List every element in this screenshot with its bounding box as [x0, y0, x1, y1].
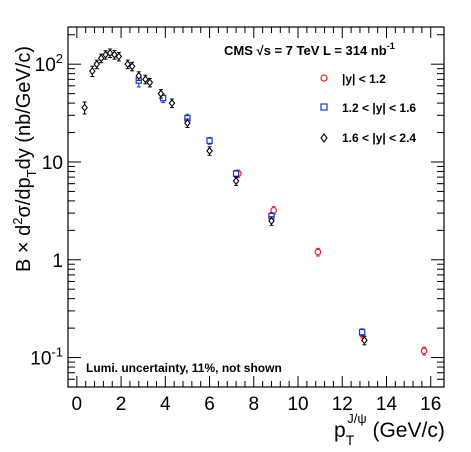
- x-tick-label: 10: [287, 394, 308, 415]
- axis-ticks: [68, 27, 444, 388]
- x-tick-label: 2: [116, 394, 127, 415]
- data-point-diamond: [81, 103, 88, 112]
- data-point-circle: [314, 248, 322, 256]
- x-tick-label: 4: [160, 394, 171, 415]
- data-point-circle: [420, 347, 428, 355]
- legend-entry-y-1p6-2p4: 1.6 < |y| < 2.4: [320, 131, 416, 145]
- legend-entry-y-1p2-1p6: 1.2 < |y| < 1.6: [320, 101, 416, 115]
- legend-marker-circle: [320, 74, 328, 82]
- data-point-diamond: [93, 60, 101, 69]
- data-point-square: [232, 170, 240, 177]
- x-tick-label: 6: [204, 394, 215, 415]
- legend-label: |y| < 1.2: [342, 72, 386, 86]
- x-tick-label: 16: [420, 394, 441, 415]
- series-3: [81, 48, 368, 346]
- data-point-diamond: [268, 216, 275, 225]
- y-tick-label: 10: [42, 153, 63, 174]
- data-point-diamond: [128, 62, 136, 71]
- y-tick-label: 1: [52, 251, 63, 272]
- legend-marker-diamond: [320, 133, 328, 143]
- legend-label: 1.6 < |y| < 2.4: [342, 131, 416, 145]
- x-axis-title: pTJ/ψ (GeV/c): [334, 411, 445, 448]
- data-point-diamond: [146, 78, 154, 87]
- y-tick-label: 102: [35, 51, 63, 76]
- legend-marker-square: [320, 103, 328, 111]
- data-point-diamond: [124, 60, 132, 69]
- x-tick-label: 8: [248, 394, 259, 415]
- chart-title: CMS √s = 7 TeV L = 314 nb-1: [224, 41, 395, 58]
- x-tick-label: 14: [376, 394, 398, 415]
- data-point-diamond: [184, 118, 191, 128]
- plot-area-border: [67, 26, 445, 388]
- data-point-square: [206, 137, 213, 144]
- axis-tick-labels: 0 2 4 6 8 10 12 14 16 10-1 1 10 102: [30, 51, 441, 415]
- y-tick-label: 10-1: [30, 345, 63, 370]
- legend: |y| < 1.2 1.2 < |y| < 1.6 1.6 < |y| < 2.…: [320, 72, 416, 145]
- legend-entry-y-lt-1p2: |y| < 1.2: [320, 72, 386, 86]
- data-point-diamond: [361, 336, 368, 345]
- lumi-annotation: Lumi. uncertainty, 11%, not shown: [86, 361, 282, 375]
- plot-frame: [67, 26, 445, 388]
- x-tick-label: 0: [72, 394, 83, 415]
- data-point-diamond: [157, 89, 165, 98]
- data-point-square: [358, 328, 366, 336]
- data-point-diamond: [135, 71, 143, 80]
- data-points: [81, 48, 428, 356]
- legend-label: 1.2 < |y| < 1.6: [342, 101, 416, 115]
- data-point-diamond: [206, 146, 213, 155]
- data-point-diamond: [106, 48, 114, 58]
- data-point-diamond: [115, 52, 123, 61]
- data-point-diamond: [168, 99, 176, 108]
- x-tick-label: 12: [332, 394, 353, 415]
- data-point-diamond: [97, 54, 105, 63]
- y-axis-title: B × d2σ/dpTdy (nb/GeV/c): [10, 46, 39, 272]
- data-point-diamond: [232, 176, 240, 186]
- data-point-diamond: [142, 75, 149, 84]
- data-point-diamond: [89, 67, 96, 76]
